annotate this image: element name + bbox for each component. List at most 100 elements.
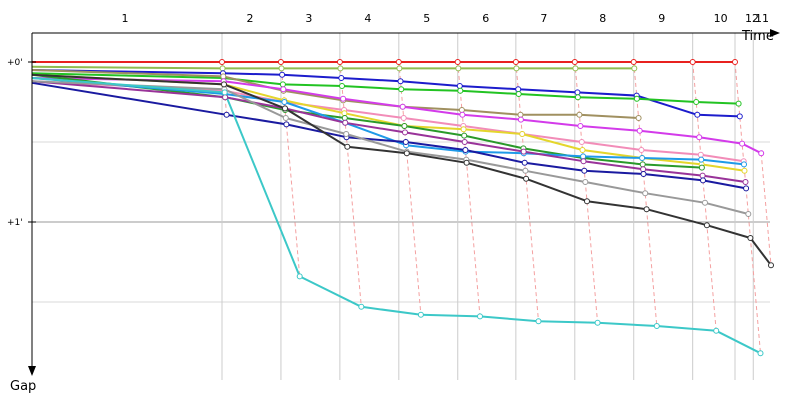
series-point <box>633 95 640 102</box>
series-point <box>279 81 286 88</box>
series-point <box>745 211 752 217</box>
series-point <box>454 59 461 65</box>
series-point <box>574 89 581 96</box>
series-point <box>282 115 289 121</box>
series-point <box>221 81 227 88</box>
series-point <box>699 172 706 179</box>
series-point <box>700 177 706 184</box>
series-points <box>219 59 774 357</box>
series-point <box>743 185 750 192</box>
series-point <box>281 99 288 105</box>
series-line <box>31 65 635 70</box>
series-point <box>578 139 585 145</box>
series-point <box>515 86 522 93</box>
series-point <box>279 71 286 78</box>
series-point <box>742 179 749 185</box>
series-point <box>594 319 601 326</box>
series-point <box>694 111 701 118</box>
series-point <box>698 164 705 171</box>
lap-label: 3 <box>305 12 312 25</box>
series-point <box>457 87 464 94</box>
series-point <box>631 65 638 72</box>
series-point <box>747 235 754 241</box>
series-point <box>636 127 643 134</box>
lap-progress-dashed-line <box>760 153 772 266</box>
lap-progress-dashed-line <box>515 61 539 322</box>
lap-progress-dashed-line <box>457 61 481 317</box>
lap-label: 8 <box>599 12 606 25</box>
series-point <box>576 111 583 118</box>
lap-label: 2 <box>247 12 254 25</box>
series-point <box>535 318 542 325</box>
series-point <box>653 323 660 329</box>
y-axis-title: Gap <box>10 379 36 394</box>
series-point <box>639 155 646 161</box>
series-point <box>638 147 645 153</box>
series-point <box>522 167 529 174</box>
series-point <box>697 151 704 158</box>
series-point <box>455 65 462 72</box>
series-point <box>581 167 588 174</box>
series-point <box>521 159 528 166</box>
series-point <box>736 113 743 120</box>
lap-progress-dashed-line <box>398 61 422 315</box>
series-point <box>222 94 229 101</box>
series-point <box>523 175 530 182</box>
series-point <box>696 134 703 141</box>
series-point <box>477 313 483 320</box>
lap-label: 1 <box>122 12 129 25</box>
series-point <box>582 179 589 185</box>
series-line <box>31 77 761 355</box>
series-point <box>341 115 348 121</box>
series-point <box>342 119 349 126</box>
series-point <box>399 103 406 110</box>
series-point <box>571 59 578 65</box>
series-point <box>358 303 365 310</box>
series-point <box>337 65 344 72</box>
series-point <box>640 171 647 177</box>
series-point <box>460 126 467 133</box>
series-point <box>519 131 526 137</box>
series-point <box>517 116 524 123</box>
lap-label: 12 <box>745 12 759 25</box>
series-point <box>339 83 345 89</box>
series-point <box>580 158 587 165</box>
lap-label: 4 <box>364 12 371 25</box>
series-point <box>458 107 465 113</box>
series-point <box>635 115 642 121</box>
series-point <box>580 153 587 160</box>
series-point <box>512 59 519 65</box>
series-point <box>336 59 343 65</box>
series-point <box>574 94 581 101</box>
series-line <box>31 73 772 266</box>
series-point <box>402 139 409 145</box>
lap-label: 7 <box>540 12 547 25</box>
series-point <box>640 166 647 173</box>
series-point <box>520 148 527 155</box>
series-point <box>643 206 650 213</box>
series-point <box>396 65 403 72</box>
series-point <box>220 73 227 80</box>
series-point <box>283 121 290 128</box>
series-point <box>579 147 586 153</box>
series-point <box>398 86 405 93</box>
series-line <box>31 77 762 155</box>
series-point <box>338 75 345 81</box>
series-point <box>221 89 228 96</box>
series-point <box>402 129 408 136</box>
gap-axis-arrow-icon <box>28 366 36 376</box>
series-point <box>401 123 408 129</box>
lap-label: 10 <box>714 12 728 25</box>
series-point <box>758 150 765 157</box>
series-point <box>459 111 466 118</box>
series-point <box>513 65 520 72</box>
series-line <box>31 72 739 105</box>
series-point <box>296 273 303 280</box>
series-point <box>517 111 524 118</box>
series-point <box>397 78 404 85</box>
series-point <box>395 59 402 65</box>
series-point <box>702 199 708 206</box>
series-point <box>584 198 590 205</box>
series-point <box>741 167 748 174</box>
